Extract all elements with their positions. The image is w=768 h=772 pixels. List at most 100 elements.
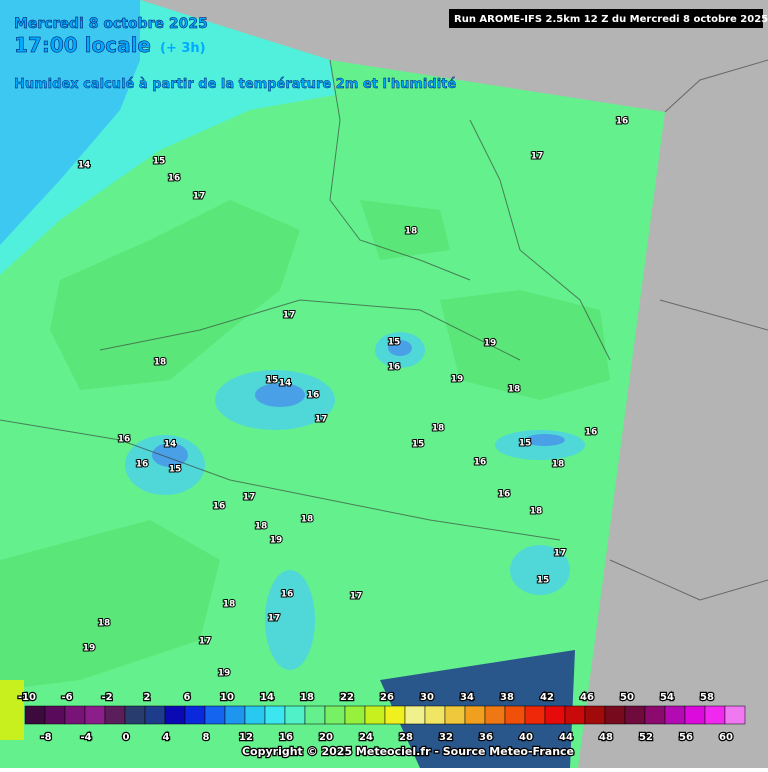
colorbar-swatch [364, 705, 386, 725]
colorbar-swatch [604, 705, 626, 725]
colorbar-label: 8 [203, 732, 210, 743]
colorbar-label: 24 [359, 732, 373, 743]
contour-label: 16 [474, 458, 487, 468]
colorbar-label: 20 [319, 732, 333, 743]
contour-label: 18 [432, 424, 445, 434]
colorbar-swatch [404, 705, 426, 725]
colorbar-label: 42 [540, 692, 554, 703]
contour-label: 19 [270, 536, 283, 546]
contour-label: 14 [78, 161, 91, 171]
colorbar-label: -4 [80, 732, 91, 743]
warm-patch [0, 680, 24, 740]
colorbar-swatch [244, 705, 266, 725]
colorbar-label: 50 [620, 692, 634, 703]
colorbar-label: 52 [639, 732, 653, 743]
contour-label: 17 [243, 493, 256, 503]
colorbar-swatch [584, 705, 606, 725]
contour-label: 18 [405, 227, 418, 237]
colorbar-label: 12 [239, 732, 253, 743]
colorbar-swatch [24, 705, 46, 725]
colorbar-label: 54 [660, 692, 674, 703]
colorbar-label: 34 [460, 692, 474, 703]
colorbar-label: 14 [260, 692, 274, 703]
contour-label: 17 [554, 549, 567, 559]
contour-label: 18 [154, 358, 167, 368]
colorbar-label: 32 [439, 732, 453, 743]
borders [0, 59, 768, 601]
colorbar-label: 38 [500, 692, 514, 703]
colorbar-swatch [124, 705, 146, 725]
contour-label: 16 [136, 460, 149, 470]
colorbar-swatch [544, 705, 566, 725]
contour-label: 19 [484, 339, 497, 349]
date: Mercredi 8 octobre 2025 [14, 16, 208, 32]
colorbar-label: 36 [479, 732, 493, 743]
contour-label: 16 [168, 174, 181, 184]
contour-label: 17 [531, 152, 544, 162]
colorbar-swatch [84, 705, 106, 725]
colorbar-swatch [224, 705, 246, 725]
contour-label: 15 [266, 376, 279, 386]
contour-label: 19 [218, 669, 231, 679]
colorbar-swatch [144, 705, 166, 725]
contour-label: 18 [508, 385, 521, 395]
colorbar-swatch [104, 705, 126, 725]
contour-label: 17 [315, 415, 328, 425]
colorbar-swatch [684, 705, 706, 725]
contour-label: 17 [350, 592, 363, 602]
sea-deep [0, 0, 140, 245]
colorbar-swatch [484, 705, 506, 725]
colorbar-label: -8 [40, 732, 51, 743]
colorbar-swatch [704, 705, 726, 725]
contour-label: 18 [98, 619, 111, 629]
colorbar-label: 44 [559, 732, 573, 743]
colorbar-label: 10 [220, 692, 234, 703]
colorbar-swatch [424, 705, 446, 725]
colorbar-swatch [724, 705, 746, 725]
colorbar-label: 58 [700, 692, 714, 703]
colorbar-swatch [44, 705, 66, 725]
colorbar-swatch [564, 705, 586, 725]
offset: (+ 3h) [160, 41, 206, 56]
colorbar-swatch [304, 705, 326, 725]
contour-label: 16 [585, 428, 598, 438]
colorbar-label: 40 [519, 732, 533, 743]
colorbar-swatch [384, 705, 406, 725]
contour-label: 19 [451, 375, 464, 385]
contour-label: 16 [616, 117, 629, 127]
colorbar: -10 -6 -2 2 6 10 14 18 22 26 30 34 38 42 46 50 54 58-8 -4 0… [17, 691, 746, 744]
contour-label: 18 [223, 600, 236, 610]
contour-label: 15 [519, 439, 532, 449]
colorbar-label: 60 [719, 732, 733, 743]
colorbar-label: 30 [420, 692, 434, 703]
colorbar-label: 0 [123, 732, 130, 743]
contour-label: 16 [118, 435, 131, 445]
colorbar-swatch [624, 705, 646, 725]
colorbar-swatch [64, 705, 86, 725]
colorbar-swatch [164, 705, 186, 725]
colorbar-label: 4 [163, 732, 170, 743]
contour-label: 16 [498, 490, 511, 500]
subtitle: Humidex calculé à partir de la températu… [14, 77, 456, 92]
contour-label: 18 [530, 507, 543, 517]
land-patches [0, 200, 610, 690]
colorbar-swatch [324, 705, 346, 725]
contour-label: 18 [255, 522, 268, 532]
contour-label: 15 [388, 338, 401, 348]
copyright: Copyright © 2025 Meteociel.fr - Source M… [242, 745, 574, 758]
contour-label: 17 [268, 614, 281, 624]
contour-label: 18 [301, 515, 314, 525]
contour-label: 15 [412, 440, 425, 450]
colorbar-label: 48 [599, 732, 613, 743]
colorbar-label: -10 [18, 692, 36, 703]
contour-label: 19 [83, 644, 96, 654]
colorbar-label: -6 [61, 692, 72, 703]
colorbar-label: 46 [580, 692, 594, 703]
colorbar-swatch [524, 705, 546, 725]
contour-label: 16 [388, 363, 401, 373]
contour-label: 15 [537, 576, 550, 586]
contour-label: 14 [279, 379, 292, 389]
contour-label: 14 [164, 440, 177, 450]
